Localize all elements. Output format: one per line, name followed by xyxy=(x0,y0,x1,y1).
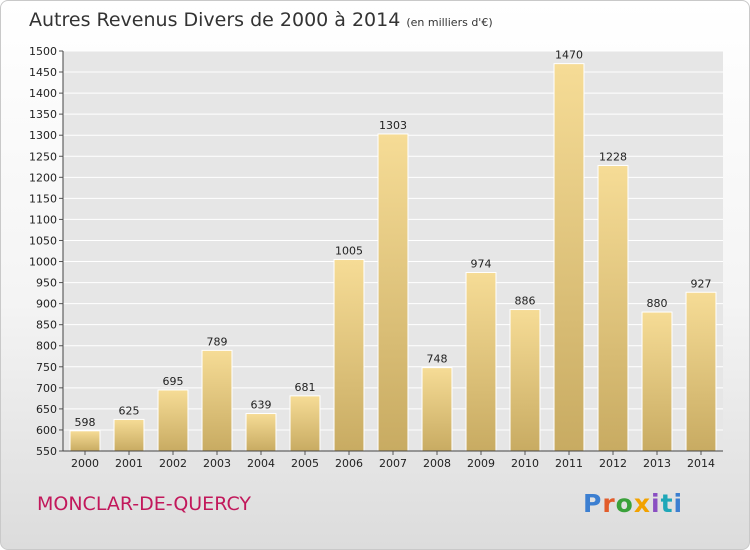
data-label: 748 xyxy=(427,353,448,366)
data-label: 1005 xyxy=(335,244,363,257)
x-tick-label: 2011 xyxy=(555,457,583,470)
bar xyxy=(553,63,585,452)
data-label: 681 xyxy=(295,381,316,394)
y-tick-label: 1500 xyxy=(29,45,57,58)
data-label: 789 xyxy=(207,335,228,348)
x-tick-label: 2012 xyxy=(599,457,627,470)
y-tick-label: 1350 xyxy=(29,108,57,121)
y-tick-label: 950 xyxy=(36,277,57,290)
y-tick-label: 1450 xyxy=(29,66,57,79)
data-label: 598 xyxy=(75,416,96,429)
y-tick-label: 900 xyxy=(36,298,57,311)
y-tick-label: 700 xyxy=(36,382,57,395)
x-tick-label: 2001 xyxy=(115,457,143,470)
x-tick-label: 2004 xyxy=(247,457,275,470)
y-tick-label: 850 xyxy=(36,319,57,332)
data-label: 1303 xyxy=(379,119,407,132)
bar xyxy=(465,271,497,452)
y-tick-label: 1000 xyxy=(29,256,57,269)
x-tick-label: 2006 xyxy=(335,457,363,470)
y-tick-label: 1050 xyxy=(29,234,57,247)
bar xyxy=(377,133,409,452)
brand-letter: t xyxy=(660,489,674,518)
chart-title: Autres Revenus Divers de 2000 à 2014 (en … xyxy=(29,9,493,31)
data-label: 695 xyxy=(163,375,184,388)
y-tick-label: 1150 xyxy=(29,192,57,205)
bar xyxy=(421,367,453,452)
y-tick-label: 1200 xyxy=(29,171,57,184)
data-label: 1228 xyxy=(599,151,627,164)
y-tick-label: 1300 xyxy=(29,129,57,142)
x-tick-label: 2005 xyxy=(291,457,319,470)
y-tick-label: 550 xyxy=(36,445,57,458)
brand-letter: r xyxy=(602,489,616,518)
data-label: 625 xyxy=(119,404,140,417)
bar xyxy=(641,311,673,452)
y-tick-label: 800 xyxy=(36,340,57,353)
brand-logo: Proxiti xyxy=(583,489,683,518)
chart-title-text: Autres Revenus Divers de 2000 à 2014 xyxy=(29,9,401,31)
y-tick-label: 1250 xyxy=(29,150,57,163)
bar xyxy=(685,291,717,452)
data-label: 886 xyxy=(515,295,536,308)
brand-letter: o xyxy=(615,489,634,518)
bar xyxy=(509,309,541,452)
bar xyxy=(201,349,233,452)
bar xyxy=(597,165,629,452)
bar xyxy=(333,258,365,452)
bar xyxy=(113,418,145,452)
brand-letter: i xyxy=(673,489,684,518)
data-label: 880 xyxy=(647,297,668,310)
x-tick-label: 2008 xyxy=(423,457,451,470)
y-tick-label: 600 xyxy=(36,424,57,437)
brand-letter: x xyxy=(633,489,651,518)
y-tick-label: 750 xyxy=(36,361,57,374)
x-tick-label: 2010 xyxy=(511,457,539,470)
data-label: 927 xyxy=(691,277,712,290)
data-label: 1470 xyxy=(555,49,583,62)
brand-letter: P xyxy=(583,489,603,518)
brand-letter: i xyxy=(651,489,661,518)
x-tick-label: 2009 xyxy=(467,457,495,470)
x-tick-label: 2002 xyxy=(159,457,187,470)
x-tick-label: 2000 xyxy=(71,457,99,470)
bar xyxy=(69,430,101,452)
y-tick-label: 1400 xyxy=(29,87,57,100)
bar xyxy=(289,395,321,452)
commune-name: MONCLAR-DE-QUERCY xyxy=(37,493,251,515)
x-tick-label: 2014 xyxy=(687,457,715,470)
data-label: 974 xyxy=(471,257,492,270)
x-tick-label: 2007 xyxy=(379,457,407,470)
bar xyxy=(245,413,277,452)
x-tick-label: 2013 xyxy=(643,457,671,470)
chart-subtitle: (en milliers d'€) xyxy=(406,16,493,29)
x-tick-label: 2003 xyxy=(203,457,231,470)
bar xyxy=(157,389,189,452)
y-tick-label: 1100 xyxy=(29,213,57,226)
data-label: 639 xyxy=(251,399,272,412)
y-tick-label: 650 xyxy=(36,403,57,416)
